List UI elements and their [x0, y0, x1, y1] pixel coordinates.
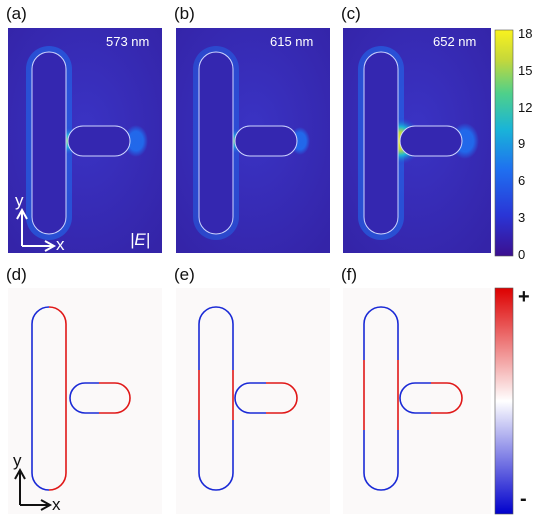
colorbar-tick: 6 — [518, 173, 525, 188]
panel-label: (f) — [341, 265, 357, 284]
charge-map-background — [343, 288, 491, 514]
short-rod-left-charge — [234, 382, 266, 414]
colorbar-tick: 9 — [518, 136, 525, 151]
panel-label: (c) — [341, 4, 361, 23]
panel-f: (f) — [341, 265, 491, 514]
short-rod — [234, 125, 298, 157]
wavelength-label: 573 nm — [106, 34, 149, 49]
long-rod — [363, 51, 399, 235]
long-rod-middle-charge — [363, 360, 399, 430]
short-rod-right-charge — [431, 382, 463, 414]
axis-indicator-top: y x — [15, 191, 65, 254]
colorbar-tick: 0 — [518, 247, 525, 262]
panel-d: (d) y x — [6, 265, 162, 514]
long-rod-middle-charge — [198, 370, 234, 420]
x-axis-label: x — [56, 235, 65, 254]
short-rod — [399, 125, 463, 157]
colorbar-gradient — [494, 287, 514, 515]
long-rod-bottom-charge — [198, 420, 234, 491]
panel-label: (d) — [6, 265, 27, 284]
short-rod-right-charge — [266, 382, 298, 414]
tip-glow — [124, 125, 148, 157]
colorbar-tick: 15 — [518, 63, 532, 78]
wavelength-label: 652 nm — [433, 34, 476, 49]
charge-map-background — [176, 288, 330, 514]
colorbar-tick: 12 — [518, 100, 532, 115]
colorbar-tick: 18 — [518, 26, 532, 41]
panel-e: (e) — [174, 265, 330, 514]
long-rod-top-charge — [198, 306, 234, 370]
x-arrow-icon — [22, 240, 57, 252]
panel-b: (b) 615 nm — [174, 4, 330, 253]
colorbar-plus-label: + — [518, 286, 530, 308]
short-rod-right-charge — [99, 382, 131, 414]
short-rod-left-charge — [69, 382, 99, 414]
panel-label: (e) — [174, 265, 195, 284]
long-rod-top-charge — [363, 306, 399, 360]
charge-colorbar: + - — [494, 286, 530, 515]
y-arrow-icon — [14, 467, 26, 505]
field-colorbar: 18 15 12 9 6 3 0 — [494, 26, 532, 262]
panel-label: (b) — [174, 4, 195, 23]
long-rod-bottom-charge — [363, 430, 399, 491]
charge-map-background — [8, 288, 162, 514]
y-axis-label: y — [13, 451, 22, 470]
panel-c: (c) 652 nm — [341, 4, 491, 253]
colorbar-gradient — [494, 29, 514, 257]
colorbar-tick: 3 — [518, 210, 525, 225]
field-magnitude-label: |E| — [130, 230, 150, 249]
long-rod — [31, 51, 67, 235]
axis-indicator-bottom: y x — [13, 451, 61, 514]
wavelength-label: 615 nm — [270, 34, 313, 49]
colorbar-minus-label: - — [520, 488, 527, 510]
long-rod — [198, 51, 234, 235]
y-arrow-icon — [16, 207, 28, 246]
panel-a: (a) 573 nm |E| y x — [6, 4, 162, 254]
x-arrow-icon — [20, 499, 53, 511]
long-rod-left-charge — [31, 306, 50, 491]
y-axis-label: y — [15, 191, 24, 210]
short-rod — [67, 125, 131, 157]
long-rod-right-charge — [48, 306, 67, 491]
short-rod-left-charge — [399, 382, 431, 414]
panel-label: (a) — [6, 4, 27, 23]
x-axis-label: x — [52, 495, 61, 514]
